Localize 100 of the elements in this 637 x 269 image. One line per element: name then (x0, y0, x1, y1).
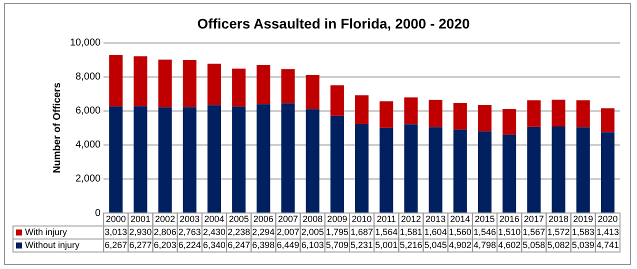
bar (134, 56, 148, 106)
data-label: 2,430 (202, 226, 226, 237)
x-tick-label: 2008 (302, 214, 323, 224)
chart-title: Officers Assaulted in Florida, 2000 - 2020 (197, 15, 470, 32)
bar (404, 97, 418, 124)
data-label: 5,045 (424, 240, 447, 250)
bar (380, 101, 394, 128)
bar (134, 106, 148, 212)
x-tick-label: 2001 (130, 214, 150, 224)
data-label: 2,007 (276, 226, 300, 237)
data-label: 3,013 (104, 226, 128, 237)
bar (428, 100, 442, 128)
data-label: 5,231 (350, 240, 374, 250)
y-tick-label: 2,000 (76, 174, 102, 185)
bar (256, 104, 270, 212)
bar (330, 85, 344, 116)
x-tick-label: 2013 (426, 214, 446, 224)
data-label: 4,602 (498, 240, 521, 250)
bar (256, 65, 270, 104)
data-label: 5,039 (572, 240, 594, 250)
bar (453, 130, 467, 212)
bar (207, 105, 222, 212)
x-tick-label: 2012 (400, 214, 421, 224)
data-label: 2,930 (129, 226, 152, 237)
bar (552, 126, 566, 212)
bar (207, 64, 222, 106)
bar (158, 60, 172, 108)
data-label: 2,238 (228, 226, 250, 237)
y-tick-label: 8,000 (76, 72, 102, 83)
data-label: 1,546 (473, 226, 496, 237)
bar (600, 132, 614, 212)
x-tick-label: 2011 (376, 214, 396, 224)
data-label: 5,082 (547, 240, 570, 250)
bar (281, 69, 295, 104)
data-label: 6,449 (276, 240, 300, 250)
bar (502, 134, 516, 212)
bar (478, 131, 492, 212)
bar (158, 107, 172, 212)
data-label: 6,224 (178, 240, 201, 250)
x-tick-label: 2000 (106, 214, 126, 224)
data-label: 1,510 (498, 226, 521, 237)
data-label: 4,741 (596, 240, 619, 250)
data-label: 6,267 (104, 240, 128, 250)
bar (109, 55, 123, 106)
data-label: 1,572 (547, 226, 570, 237)
x-tick-label: 2002 (155, 214, 176, 224)
x-tick-label: 2014 (450, 214, 470, 224)
data-label: 1,583 (572, 226, 594, 237)
data-label: 6,103 (301, 240, 324, 250)
x-tick-label: 2009 (327, 214, 348, 224)
x-tick-label: 2020 (598, 214, 618, 224)
data-label: 5,058 (522, 240, 546, 250)
data-label: 1,560 (448, 226, 472, 237)
x-tick-label: 2015 (474, 214, 495, 224)
data-label: 1,604 (424, 226, 447, 237)
data-label: 1,795 (326, 226, 348, 237)
x-tick-label: 2010 (352, 214, 372, 224)
bar (576, 127, 590, 212)
bar (453, 103, 467, 130)
data-label: 1,413 (596, 226, 619, 237)
bar (527, 126, 541, 212)
data-label: 2,005 (301, 226, 324, 237)
x-tick-label: 2017 (524, 214, 544, 224)
bar (502, 108, 516, 135)
bar (355, 124, 369, 212)
bar (552, 100, 566, 127)
data-label: 6,247 (228, 240, 250, 250)
bar (306, 109, 320, 212)
bar (232, 68, 246, 107)
data-label: 4,902 (448, 240, 472, 250)
legend-label: Without injury (25, 240, 80, 250)
data-label: 6,398 (252, 240, 275, 250)
bar (576, 100, 590, 128)
data-label: 4,798 (473, 240, 496, 250)
bar (600, 108, 614, 132)
y-tick-label: 10,000 (70, 38, 102, 49)
data-label: 5,001 (375, 240, 398, 250)
y-axis-title: Number of Officers (52, 82, 63, 174)
data-label: 5,216 (400, 240, 422, 250)
data-label: 6,277 (129, 240, 152, 250)
data-label: 2,763 (178, 226, 201, 237)
bar (478, 105, 492, 132)
bar (355, 95, 369, 124)
bar (281, 103, 295, 212)
data-label: 2,806 (154, 226, 176, 237)
x-tick-label: 2016 (499, 214, 520, 224)
data-label: 2,294 (252, 226, 275, 237)
y-tick-label: 0 (95, 208, 102, 219)
x-tick-label: 2004 (204, 214, 224, 224)
legend-label: With injury (25, 226, 68, 237)
bar (306, 75, 320, 110)
bar (182, 60, 196, 108)
bar (330, 116, 344, 212)
data-label: 1,564 (375, 226, 398, 237)
bar (380, 128, 394, 212)
y-tick-label: 4,000 (76, 140, 102, 151)
data-label: 1,567 (522, 226, 546, 237)
bar (527, 100, 541, 127)
data-label: 1,581 (400, 226, 422, 237)
data-label: 6,203 (154, 240, 176, 250)
